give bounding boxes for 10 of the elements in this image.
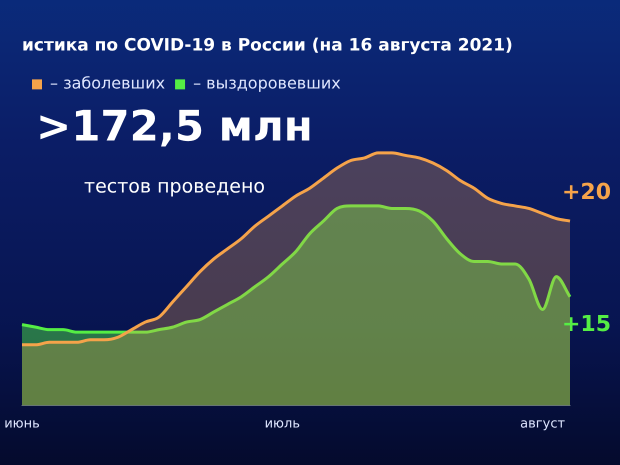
x-tick-label: июль	[264, 416, 300, 432]
chart-title: истика по COVID-19 в России (на 16 августа 2021)	[22, 36, 513, 56]
text: >172,5 млн	[36, 101, 313, 150]
annotation: +15	[562, 312, 612, 337]
x-tick-label: июнь	[4, 416, 40, 432]
annotation: тестов проведено	[84, 175, 266, 198]
x-tick-label: август	[520, 416, 566, 432]
legend-label: – заболевших	[50, 74, 166, 93]
legend-label: – выздоровевших	[193, 74, 341, 93]
annotation: +20	[562, 180, 612, 206]
